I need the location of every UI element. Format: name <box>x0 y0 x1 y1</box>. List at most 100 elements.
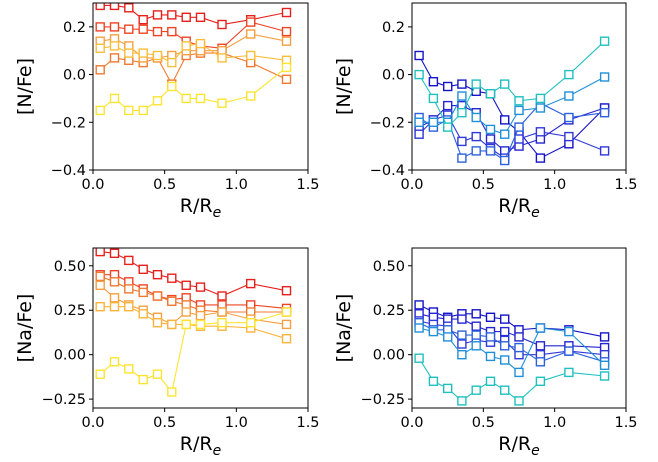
x-axis-label-subscript: e <box>213 205 222 221</box>
data-point <box>564 112 574 123</box>
data-point <box>195 319 206 330</box>
data-point <box>457 350 467 360</box>
data-point <box>485 134 496 144</box>
data-point <box>428 76 439 87</box>
series-line <box>99 311 287 394</box>
data-point <box>564 69 574 80</box>
data-point <box>245 318 256 328</box>
data-point <box>281 307 292 317</box>
data-point <box>471 321 481 331</box>
data-point <box>109 53 120 63</box>
data-point <box>245 278 256 289</box>
x-axis-label-main: R/R <box>498 433 531 455</box>
data-point <box>109 22 120 32</box>
data-point <box>195 282 206 292</box>
data-point <box>500 355 510 365</box>
data-point <box>535 153 546 163</box>
data-point <box>485 376 496 386</box>
data-point <box>124 255 134 266</box>
y-tick-label: 0.2 <box>382 20 405 36</box>
data-point <box>485 332 496 342</box>
series-group <box>414 300 610 406</box>
data-point <box>181 280 191 290</box>
x-tick-label: 0.5 <box>472 415 495 431</box>
plot-frame <box>411 247 627 409</box>
data-point <box>535 341 546 351</box>
data-point <box>109 302 120 312</box>
plot-frame <box>92 2 309 171</box>
data-point <box>217 318 227 328</box>
panel-bottom-right: 0.0 0.5 1.0 1.5 −0.25 0.00 0.25 0.50 R/Re [Na/Fe] <box>333 247 638 459</box>
data-point <box>167 387 177 397</box>
data-point <box>138 374 148 385</box>
data-point <box>138 14 148 25</box>
y-tick-label: −0.2 <box>51 115 86 131</box>
data-point <box>599 371 610 381</box>
data-point <box>109 41 120 51</box>
data-point <box>95 302 105 312</box>
panel-bottom-left: 0.0 0.5 1.0 1.5 −0.25 0.00 0.25 0.50 R/Re [Na/Fe] <box>14 247 320 459</box>
series-line <box>418 357 605 402</box>
series-line <box>99 66 287 111</box>
x-tick-label: 1.5 <box>296 415 319 431</box>
data-point <box>514 367 524 378</box>
y-tick-label: 0.50 <box>373 259 405 275</box>
data-point <box>428 117 439 128</box>
data-point <box>457 79 467 89</box>
data-point <box>152 318 163 328</box>
data-point <box>514 342 524 353</box>
x-axis-label: R/Re <box>180 195 221 221</box>
data-point <box>181 319 191 330</box>
data-point <box>95 3 105 11</box>
x-axis-label: R/Re <box>180 433 221 459</box>
data-point <box>471 341 481 351</box>
data-point <box>95 105 105 116</box>
series-group <box>414 36 610 166</box>
data-point <box>195 12 206 23</box>
data-point <box>138 24 148 34</box>
y-tick-label: −0.4 <box>51 163 86 179</box>
data-point <box>471 79 481 89</box>
y-axis-label: [N/Fe] <box>14 58 36 115</box>
data-point <box>167 319 177 330</box>
data-point <box>457 314 467 324</box>
data-point <box>167 273 177 283</box>
data-point <box>414 353 424 363</box>
y-tick-label: 0.2 <box>63 20 86 36</box>
data-point <box>414 323 424 333</box>
data-point <box>471 112 481 123</box>
y-tick-label: 0.0 <box>382 68 405 84</box>
data-point <box>109 293 120 303</box>
y-tick-label: 0.00 <box>54 348 86 364</box>
x-axis-label: R/Re <box>498 433 539 459</box>
data-point <box>138 48 148 58</box>
data-point <box>500 115 510 125</box>
data-point <box>564 91 574 101</box>
data-point <box>514 96 524 106</box>
x-tick-label: 1.0 <box>225 177 248 193</box>
data-point <box>281 74 292 85</box>
x-tick-label: 0.5 <box>153 415 176 431</box>
data-point <box>138 264 148 274</box>
data-point <box>281 7 292 18</box>
plot-frame <box>92 247 309 409</box>
data-point <box>124 48 134 58</box>
series-group <box>95 3 292 116</box>
data-point <box>124 302 134 312</box>
data-point <box>152 10 163 20</box>
data-point <box>217 291 227 301</box>
data-point <box>245 50 256 61</box>
y-axis-label: [N/Fe] <box>333 58 355 115</box>
y-axis-label: [Na/Fe] <box>333 294 355 363</box>
x-tick-label: 1.0 <box>225 415 248 431</box>
data-point <box>95 271 105 282</box>
data-point <box>95 280 105 290</box>
x-axis-label-subscript: e <box>531 443 540 459</box>
x-axis-label-main: R/R <box>180 195 213 217</box>
data-point <box>443 332 453 342</box>
y-tick-label: −0.25 <box>42 392 86 408</box>
data-point <box>217 307 227 317</box>
data-point <box>500 326 510 337</box>
data-point <box>167 10 177 20</box>
y-axis-label: [Na/Fe] <box>14 294 36 363</box>
